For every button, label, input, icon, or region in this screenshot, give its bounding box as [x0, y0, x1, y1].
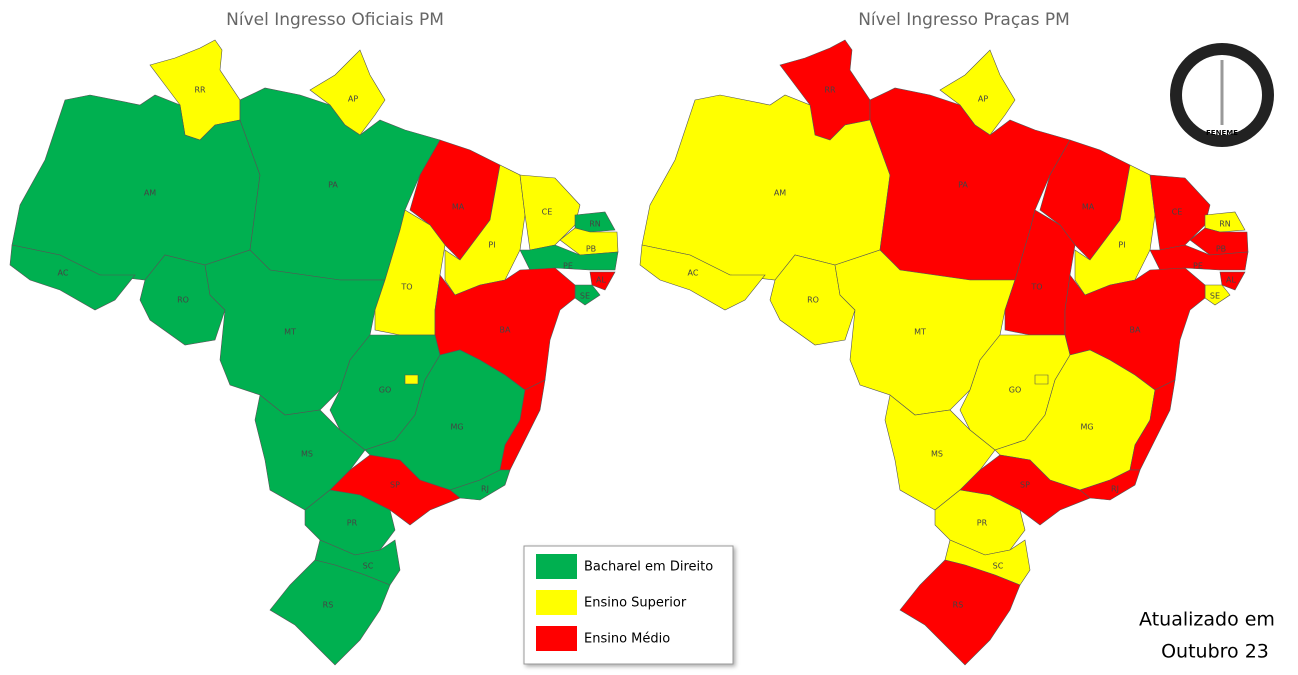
state-label: RR	[194, 86, 206, 95]
state-label: TO	[1030, 283, 1042, 292]
state	[329, 454, 461, 526]
state-label: GO	[379, 386, 392, 395]
state-label: MS	[301, 450, 313, 459]
state-label: MT	[914, 328, 926, 337]
update-note: Outubro 23	[1161, 641, 1269, 663]
state-label: RJ	[1111, 485, 1119, 494]
state-label: SE	[580, 292, 590, 301]
state	[519, 174, 581, 251]
state-label: PB	[1216, 245, 1226, 254]
state-label: MG	[1080, 423, 1093, 432]
state	[959, 454, 1091, 526]
state-label: RN	[589, 220, 601, 229]
state	[449, 469, 511, 501]
state	[1079, 469, 1141, 501]
state	[409, 139, 501, 261]
state	[1219, 271, 1246, 291]
state-label: RO	[807, 296, 819, 305]
legend-label: Ensino Médio	[584, 632, 670, 647]
state-label: PI	[1118, 241, 1125, 250]
state	[1034, 374, 1049, 385]
map-title: Nível Ingresso Oficiais PM	[226, 10, 444, 30]
state-label: RR	[824, 86, 836, 95]
map-title: Nível Ingresso Praças PM	[858, 10, 1070, 30]
state-label: PA	[328, 181, 338, 190]
legend-swatch	[536, 554, 577, 579]
state	[1149, 174, 1211, 251]
state-label: MG	[450, 423, 463, 432]
state-label: PR	[347, 519, 358, 528]
state-label: RS	[953, 601, 964, 610]
state-label: AM	[144, 189, 156, 198]
state-label: BA	[500, 326, 511, 335]
state-label: RS	[323, 601, 334, 610]
state-label: PA	[958, 181, 968, 190]
logo: FENEME	[1170, 43, 1274, 147]
state	[589, 271, 616, 291]
state	[1039, 139, 1131, 261]
state-label: TO	[400, 283, 412, 292]
state-label: AL	[596, 276, 606, 285]
map: RR AP AM PA AC RO MT MA TO PI CE RN PB PE AL SE BA GO MG MS…	[639, 39, 1249, 666]
state-label: MA	[1082, 203, 1095, 212]
state-label: PE	[1193, 262, 1203, 271]
state-label: SP	[1020, 481, 1030, 490]
state	[1204, 211, 1246, 233]
state	[639, 244, 766, 311]
legend-label: Bacharel em Direito	[584, 560, 713, 575]
state	[899, 559, 1021, 666]
state-label: RJ	[481, 485, 489, 494]
state	[139, 254, 226, 346]
state	[9, 244, 136, 311]
state-label: PR	[977, 519, 988, 528]
map: RR AP AM PA AC RO MT MA TO PI CE RN PB PE AL SE BA GO MG MS…	[9, 39, 619, 666]
state-label: SE	[1210, 292, 1220, 301]
state	[404, 374, 419, 385]
legend-label: Ensino Superior	[584, 596, 687, 611]
state	[574, 211, 616, 233]
state-label: AP	[348, 95, 358, 104]
state-label: AC	[58, 269, 69, 278]
state-label: RN	[1219, 220, 1231, 229]
state-label: AP	[978, 95, 988, 104]
state-label: GO	[1009, 386, 1022, 395]
state-label: RO	[177, 296, 189, 305]
legend-swatch	[536, 590, 577, 615]
state-label: MA	[452, 203, 465, 212]
state-label: BA	[1130, 326, 1141, 335]
state-label: PE	[563, 262, 573, 271]
logo-text: FENEME	[1206, 129, 1238, 137]
state-label: MT	[284, 328, 296, 337]
update-note: Atualizado em	[1139, 609, 1275, 631]
legend-swatch	[536, 626, 577, 651]
state-label: SC	[363, 562, 374, 571]
state-label: MS	[931, 450, 943, 459]
state-label: AM	[774, 189, 786, 198]
state-label: PB	[586, 245, 596, 254]
state-label: PI	[488, 241, 495, 250]
state-label: SP	[390, 481, 400, 490]
legend: Bacharel em Direito Ensino Superior Ensino…	[523, 545, 734, 665]
state	[769, 254, 856, 346]
state-label: CE	[1172, 208, 1183, 217]
state	[269, 559, 391, 666]
state-label: AC	[688, 269, 699, 278]
state-label: CE	[542, 208, 553, 217]
state-label: AL	[1226, 276, 1236, 285]
state-label: SC	[993, 562, 1004, 571]
